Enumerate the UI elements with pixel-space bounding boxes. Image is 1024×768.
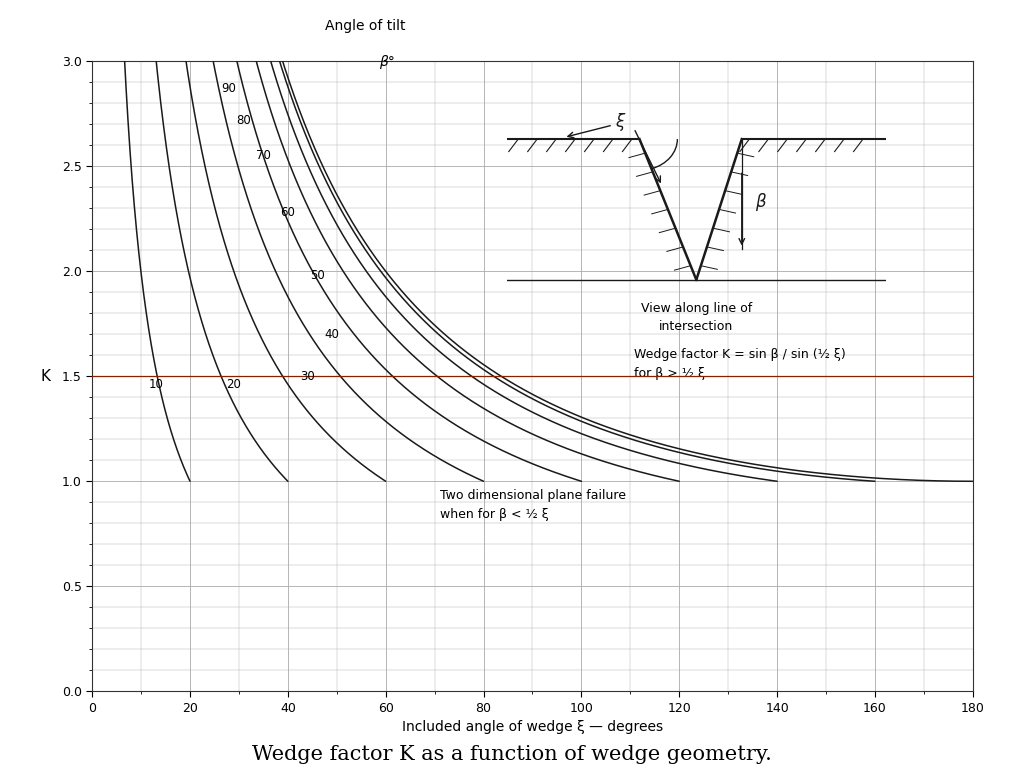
Y-axis label: K: K [40,369,50,384]
Text: 80: 80 [237,114,251,127]
Text: 30: 30 [300,370,314,382]
Text: 60: 60 [281,206,295,219]
Text: Angle of tilt: Angle of tilt [325,19,406,33]
Text: 50: 50 [310,269,325,282]
Text: Wedge factor K = sin β / sin (½ ξ)
for β > ½ ξ: Wedge factor K = sin β / sin (½ ξ) for β… [634,348,846,379]
Text: $\beta$: $\beta$ [755,190,767,213]
Text: 70: 70 [256,150,270,162]
Text: β°: β° [379,55,395,69]
Text: 40: 40 [325,328,339,341]
Text: View along line of
intersection: View along line of intersection [641,302,752,333]
Text: Wedge factor K as a function of wedge geometry.: Wedge factor K as a function of wedge ge… [252,745,772,764]
Text: 90: 90 [222,82,237,95]
Text: $\xi$: $\xi$ [614,111,627,133]
Text: 20: 20 [226,378,242,391]
Text: 10: 10 [148,378,163,391]
Text: Two dimensional plane failure
when for β < ½ ξ: Two dimensional plane failure when for β… [440,489,626,521]
X-axis label: Included angle of wedge ξ — degrees: Included angle of wedge ξ — degrees [401,720,664,734]
